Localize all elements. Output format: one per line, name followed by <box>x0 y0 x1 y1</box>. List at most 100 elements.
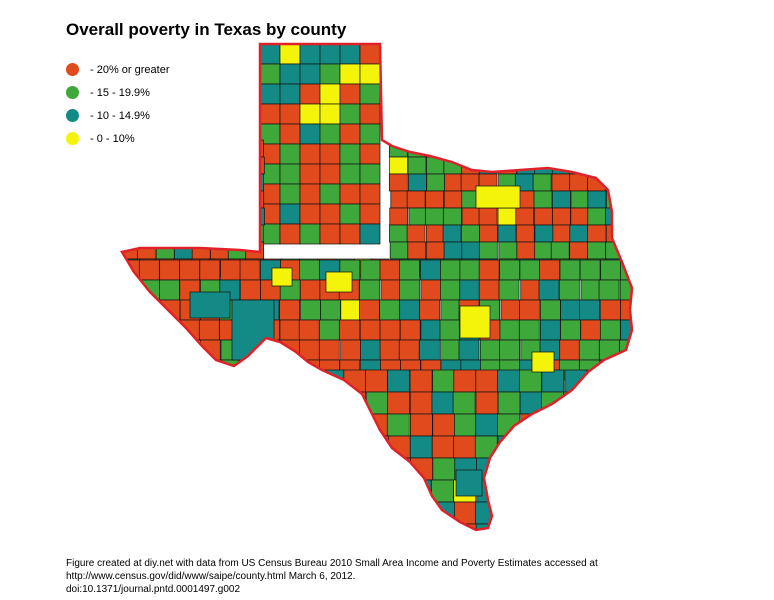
county-cell <box>359 44 381 65</box>
county-cell <box>443 241 463 260</box>
county-cell <box>319 163 341 185</box>
county-cell <box>541 501 565 525</box>
county-cell <box>520 279 542 301</box>
county-cell <box>479 224 498 243</box>
county-cell <box>598 279 620 301</box>
county-cell <box>426 224 445 243</box>
county-cell <box>531 351 555 373</box>
county-cell <box>339 163 361 185</box>
county-cell <box>562 457 586 481</box>
county-cell <box>538 279 560 301</box>
county-cell <box>298 435 322 459</box>
county-cell <box>359 123 381 145</box>
county-cell <box>122 359 140 381</box>
county-cell <box>258 359 280 381</box>
county-cell <box>191 139 211 158</box>
county-cell <box>630 479 632 503</box>
green-dot-icon <box>66 86 79 99</box>
county-cell <box>515 224 535 243</box>
county-cell <box>319 63 341 85</box>
county-cell <box>479 339 501 361</box>
county-cell <box>359 203 381 225</box>
county-cell <box>339 203 361 225</box>
county-cell <box>299 123 321 145</box>
county-cell <box>599 319 621 341</box>
county-cell <box>259 103 281 125</box>
county-cell <box>478 241 498 260</box>
county-cell <box>432 501 456 525</box>
county-cell <box>318 339 340 361</box>
county-cell <box>320 299 341 321</box>
county-cell <box>322 413 345 437</box>
county-cell <box>389 241 409 260</box>
county-cell <box>534 241 554 260</box>
county-cell <box>498 479 522 503</box>
county-cell <box>431 435 455 459</box>
county-cell <box>173 156 193 175</box>
county-cell <box>209 173 229 192</box>
county-cell <box>497 457 521 481</box>
county-cell <box>608 435 631 459</box>
county-cell <box>279 103 301 125</box>
county-cell <box>408 479 432 503</box>
county-cell <box>227 190 247 209</box>
county-cell <box>158 319 180 341</box>
county-cell <box>587 190 607 209</box>
county-cell <box>552 224 572 243</box>
county-cell <box>605 156 625 175</box>
county-cell <box>454 413 477 437</box>
county-cell <box>584 391 608 415</box>
county-cell <box>630 457 632 481</box>
county-cell <box>155 224 174 243</box>
county-cell <box>461 207 481 226</box>
county-cell <box>279 203 301 225</box>
county-cell <box>520 413 544 437</box>
county-cell <box>155 156 175 175</box>
county-cell <box>210 224 229 243</box>
county-cell <box>387 501 410 525</box>
county-cell <box>569 224 589 243</box>
county-cell <box>192 190 211 209</box>
county-cell <box>174 190 193 209</box>
county-cell <box>497 207 517 226</box>
county-cell <box>600 259 621 281</box>
county-cell <box>475 413 499 437</box>
county-cell <box>579 299 600 321</box>
county-cell <box>587 156 607 175</box>
county-cell <box>497 224 517 243</box>
county-cell <box>459 259 481 281</box>
county-cell <box>519 299 540 321</box>
legend-item-0-10: - 0 - 10% <box>66 127 169 150</box>
county-cell <box>420 319 442 341</box>
county-cell <box>420 259 441 281</box>
county-cell <box>551 173 571 192</box>
county-cell <box>620 359 632 381</box>
county-cell <box>585 457 609 481</box>
county-cell <box>319 319 340 341</box>
county-cell <box>322 501 345 525</box>
county-cell <box>279 299 301 321</box>
county-cell <box>299 413 322 437</box>
county-cell <box>339 44 361 65</box>
county-cell <box>339 63 361 85</box>
county-cell <box>399 259 420 281</box>
county-cell <box>474 435 498 459</box>
county-cell <box>440 299 462 321</box>
county-cell <box>279 319 301 341</box>
county-cell <box>359 319 381 341</box>
county-cell <box>137 139 156 158</box>
county-cell <box>339 223 361 245</box>
county-cell <box>159 299 181 321</box>
county-cell <box>407 156 427 175</box>
county-cell <box>399 299 421 321</box>
county-cell <box>453 369 477 393</box>
county-cell <box>343 435 366 459</box>
county-cell <box>179 259 201 281</box>
county-cell <box>541 523 565 530</box>
county-cell <box>533 207 553 226</box>
county-cell <box>399 279 420 301</box>
county-cell <box>174 173 194 192</box>
county-cell <box>600 299 621 321</box>
county-cell <box>227 156 247 175</box>
county-cell <box>630 391 632 415</box>
